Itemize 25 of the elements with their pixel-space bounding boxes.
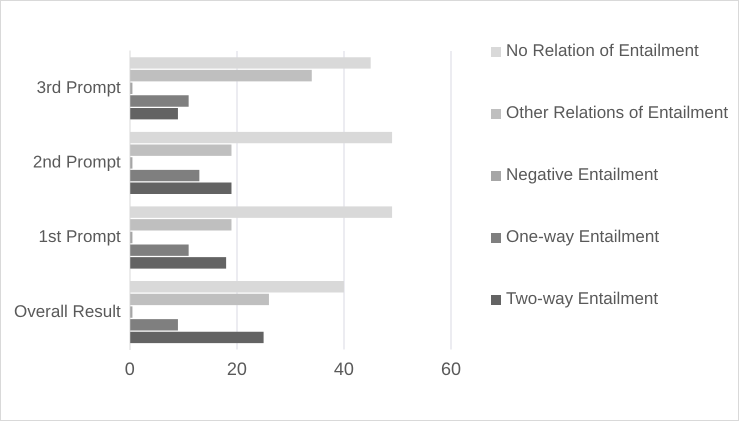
y-tick-label: 3rd Prompt — [36, 78, 122, 97]
bar — [130, 319, 178, 330]
x-tick-label: 60 — [440, 359, 462, 380]
bar — [130, 219, 232, 231]
bar — [130, 170, 200, 182]
x-tick-label: 40 — [334, 359, 354, 380]
bar — [130, 70, 312, 82]
x-tick-label: 0 — [124, 359, 135, 380]
bar — [130, 144, 232, 156]
legend-label: Two-way Entailment — [506, 289, 658, 309]
legend-label: No Relation of Entailment — [506, 41, 699, 61]
legend-label: Other Relations of Entailment — [506, 103, 728, 123]
legend-label: Negative Entailment — [506, 165, 658, 185]
bar — [130, 332, 264, 344]
legend-label: One-way Entailment — [506, 227, 660, 247]
bar — [130, 294, 269, 306]
bar — [130, 108, 178, 120]
y-tick-label: Overall Result — [14, 302, 122, 321]
bar — [130, 244, 189, 256]
bar — [130, 182, 232, 194]
bar — [130, 95, 189, 107]
bar — [130, 257, 226, 269]
x-tick-label: 20 — [226, 359, 247, 380]
y-tick-label: 2nd Prompt — [32, 152, 122, 172]
y-tick-label: 1st Prompt — [38, 227, 122, 246]
